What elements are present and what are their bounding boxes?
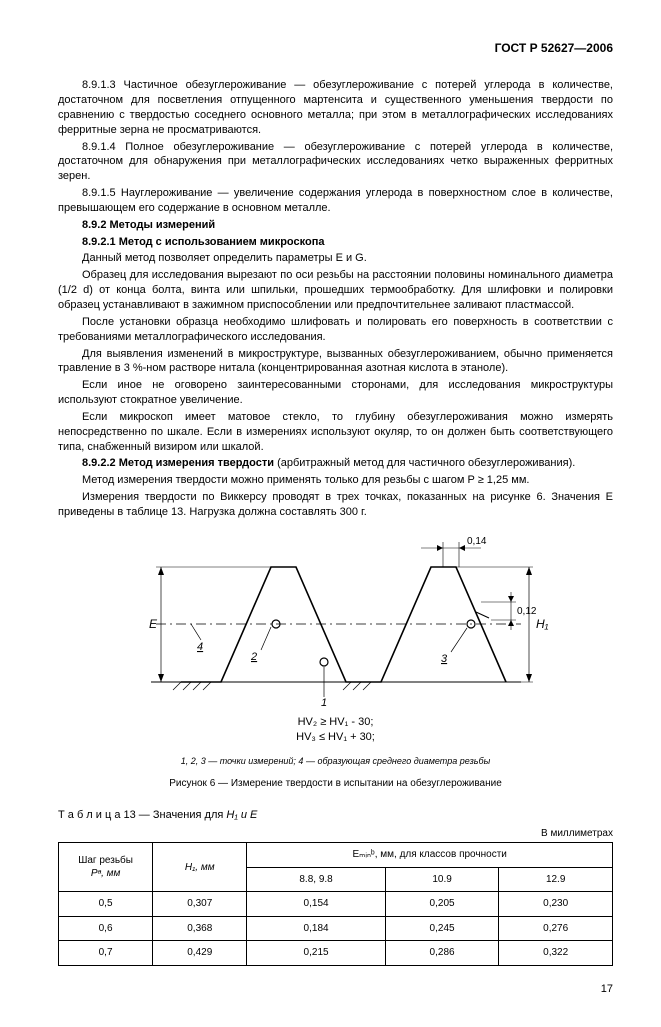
table-row: 0,7 0,429 0,215 0,286 0,322	[59, 941, 613, 966]
table-units: В миллиметрах	[58, 827, 613, 841]
svg-text:4: 4	[197, 641, 203, 653]
para-8922b: Измерения твердости по Виккерсу проводят…	[58, 490, 613, 520]
para-8921a: Данный метод позволяет определить параме…	[58, 251, 613, 266]
doc-header: ГОСТ Р 52627—2006	[58, 40, 613, 56]
heading-8922: 8.9.2.2 Метод измерения твердости (арбит…	[58, 456, 613, 471]
svg-text:2: 2	[250, 651, 257, 663]
para-8915: 8.9.1.5 Науглероживание — увеличение сод…	[58, 186, 613, 216]
para-8921e: Если иное не оговорено заинтересованными…	[58, 378, 613, 408]
table-row: 0,6 0,368 0,184 0,245 0,276	[59, 916, 613, 941]
table-title: Т а б л и ц а 13 — Значения для H₁ и E	[58, 808, 613, 823]
table-row: 0,5 0,307 0,154 0,205 0,230	[59, 892, 613, 917]
table-13: Шаг резьбы Pᵃ, мм H₁, мм Eₘᵢₙᵇ, мм, для …	[58, 842, 613, 966]
heading-8921: 8.9.2.1 Метод с использованием микроскоп…	[58, 235, 613, 250]
svg-text:E: E	[149, 617, 158, 631]
para-8922a: Метод измерения твердости можно применят…	[58, 473, 613, 488]
figure-6: 1 2 3 4 E H₁ 0,14 0,12	[58, 532, 613, 707]
formulas: HV₂ ≥ HV₁ - 30; HV₃ ≤ HV₁ + 30;	[58, 715, 613, 745]
figure-legend: 1, 2, 3 — точки измерений; 4 — образующа…	[58, 755, 613, 767]
figure-caption: Рисунок 6 — Измерение твердости в испыта…	[58, 777, 613, 791]
svg-text:1: 1	[321, 697, 327, 707]
para-8921c: После установки образца необходимо шлифо…	[58, 315, 613, 345]
para-8921d: Для выявления изменений в микроструктуре…	[58, 347, 613, 377]
para-8913: 8.9.1.3 Частичное обезуглероживание — об…	[58, 78, 613, 137]
heading-892: 8.9.2 Методы измерений	[58, 218, 613, 233]
page-number: 17	[58, 982, 613, 997]
svg-text:3: 3	[441, 653, 448, 665]
para-8914: 8.9.1.4 Полное обезуглероживание — обезу…	[58, 140, 613, 185]
svg-text:H₁: H₁	[536, 617, 549, 631]
para-8921f: Если микроскоп имеет матовое стекло, то …	[58, 410, 613, 455]
para-8921b: Образец для исследования вырезают по оси…	[58, 268, 613, 313]
svg-text:0,12: 0,12	[517, 606, 537, 617]
svg-text:0,14: 0,14	[467, 536, 487, 547]
